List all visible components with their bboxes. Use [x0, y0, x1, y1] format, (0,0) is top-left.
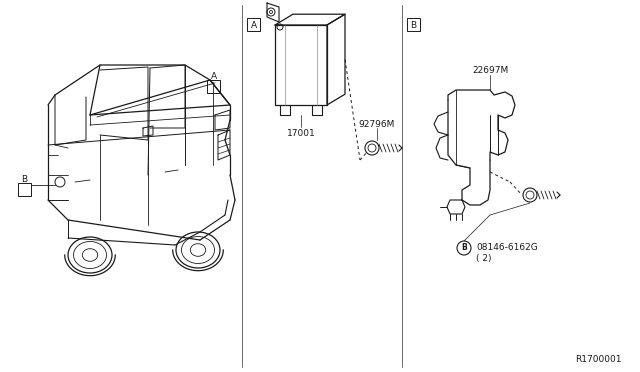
Ellipse shape [176, 232, 220, 268]
Circle shape [523, 188, 537, 202]
Text: 22697M: 22697M [472, 65, 508, 74]
Text: 17001: 17001 [287, 128, 316, 138]
Bar [407, 18, 420, 31]
Bar [247, 18, 260, 31]
Bar [207, 80, 220, 93]
Circle shape [267, 8, 275, 16]
Text: ( 2): ( 2) [476, 253, 492, 263]
Text: 92796M: 92796M [359, 119, 395, 128]
Ellipse shape [68, 237, 112, 273]
Ellipse shape [182, 237, 214, 263]
Ellipse shape [190, 244, 205, 256]
Text: A: A [250, 21, 257, 30]
Circle shape [277, 24, 283, 30]
Text: B: B [21, 174, 28, 183]
Circle shape [526, 191, 534, 199]
Circle shape [365, 141, 379, 155]
Circle shape [457, 241, 471, 255]
Text: 08146-6162G: 08146-6162G [476, 244, 538, 253]
Text: B: B [461, 244, 467, 253]
Circle shape [269, 10, 273, 13]
Circle shape [368, 144, 376, 152]
Text: B: B [410, 21, 417, 30]
Ellipse shape [83, 249, 98, 261]
Text: A: A [211, 71, 216, 80]
Circle shape [55, 177, 65, 187]
Ellipse shape [74, 241, 106, 269]
Text: R1700001: R1700001 [575, 356, 622, 365]
Bar [18, 183, 31, 196]
